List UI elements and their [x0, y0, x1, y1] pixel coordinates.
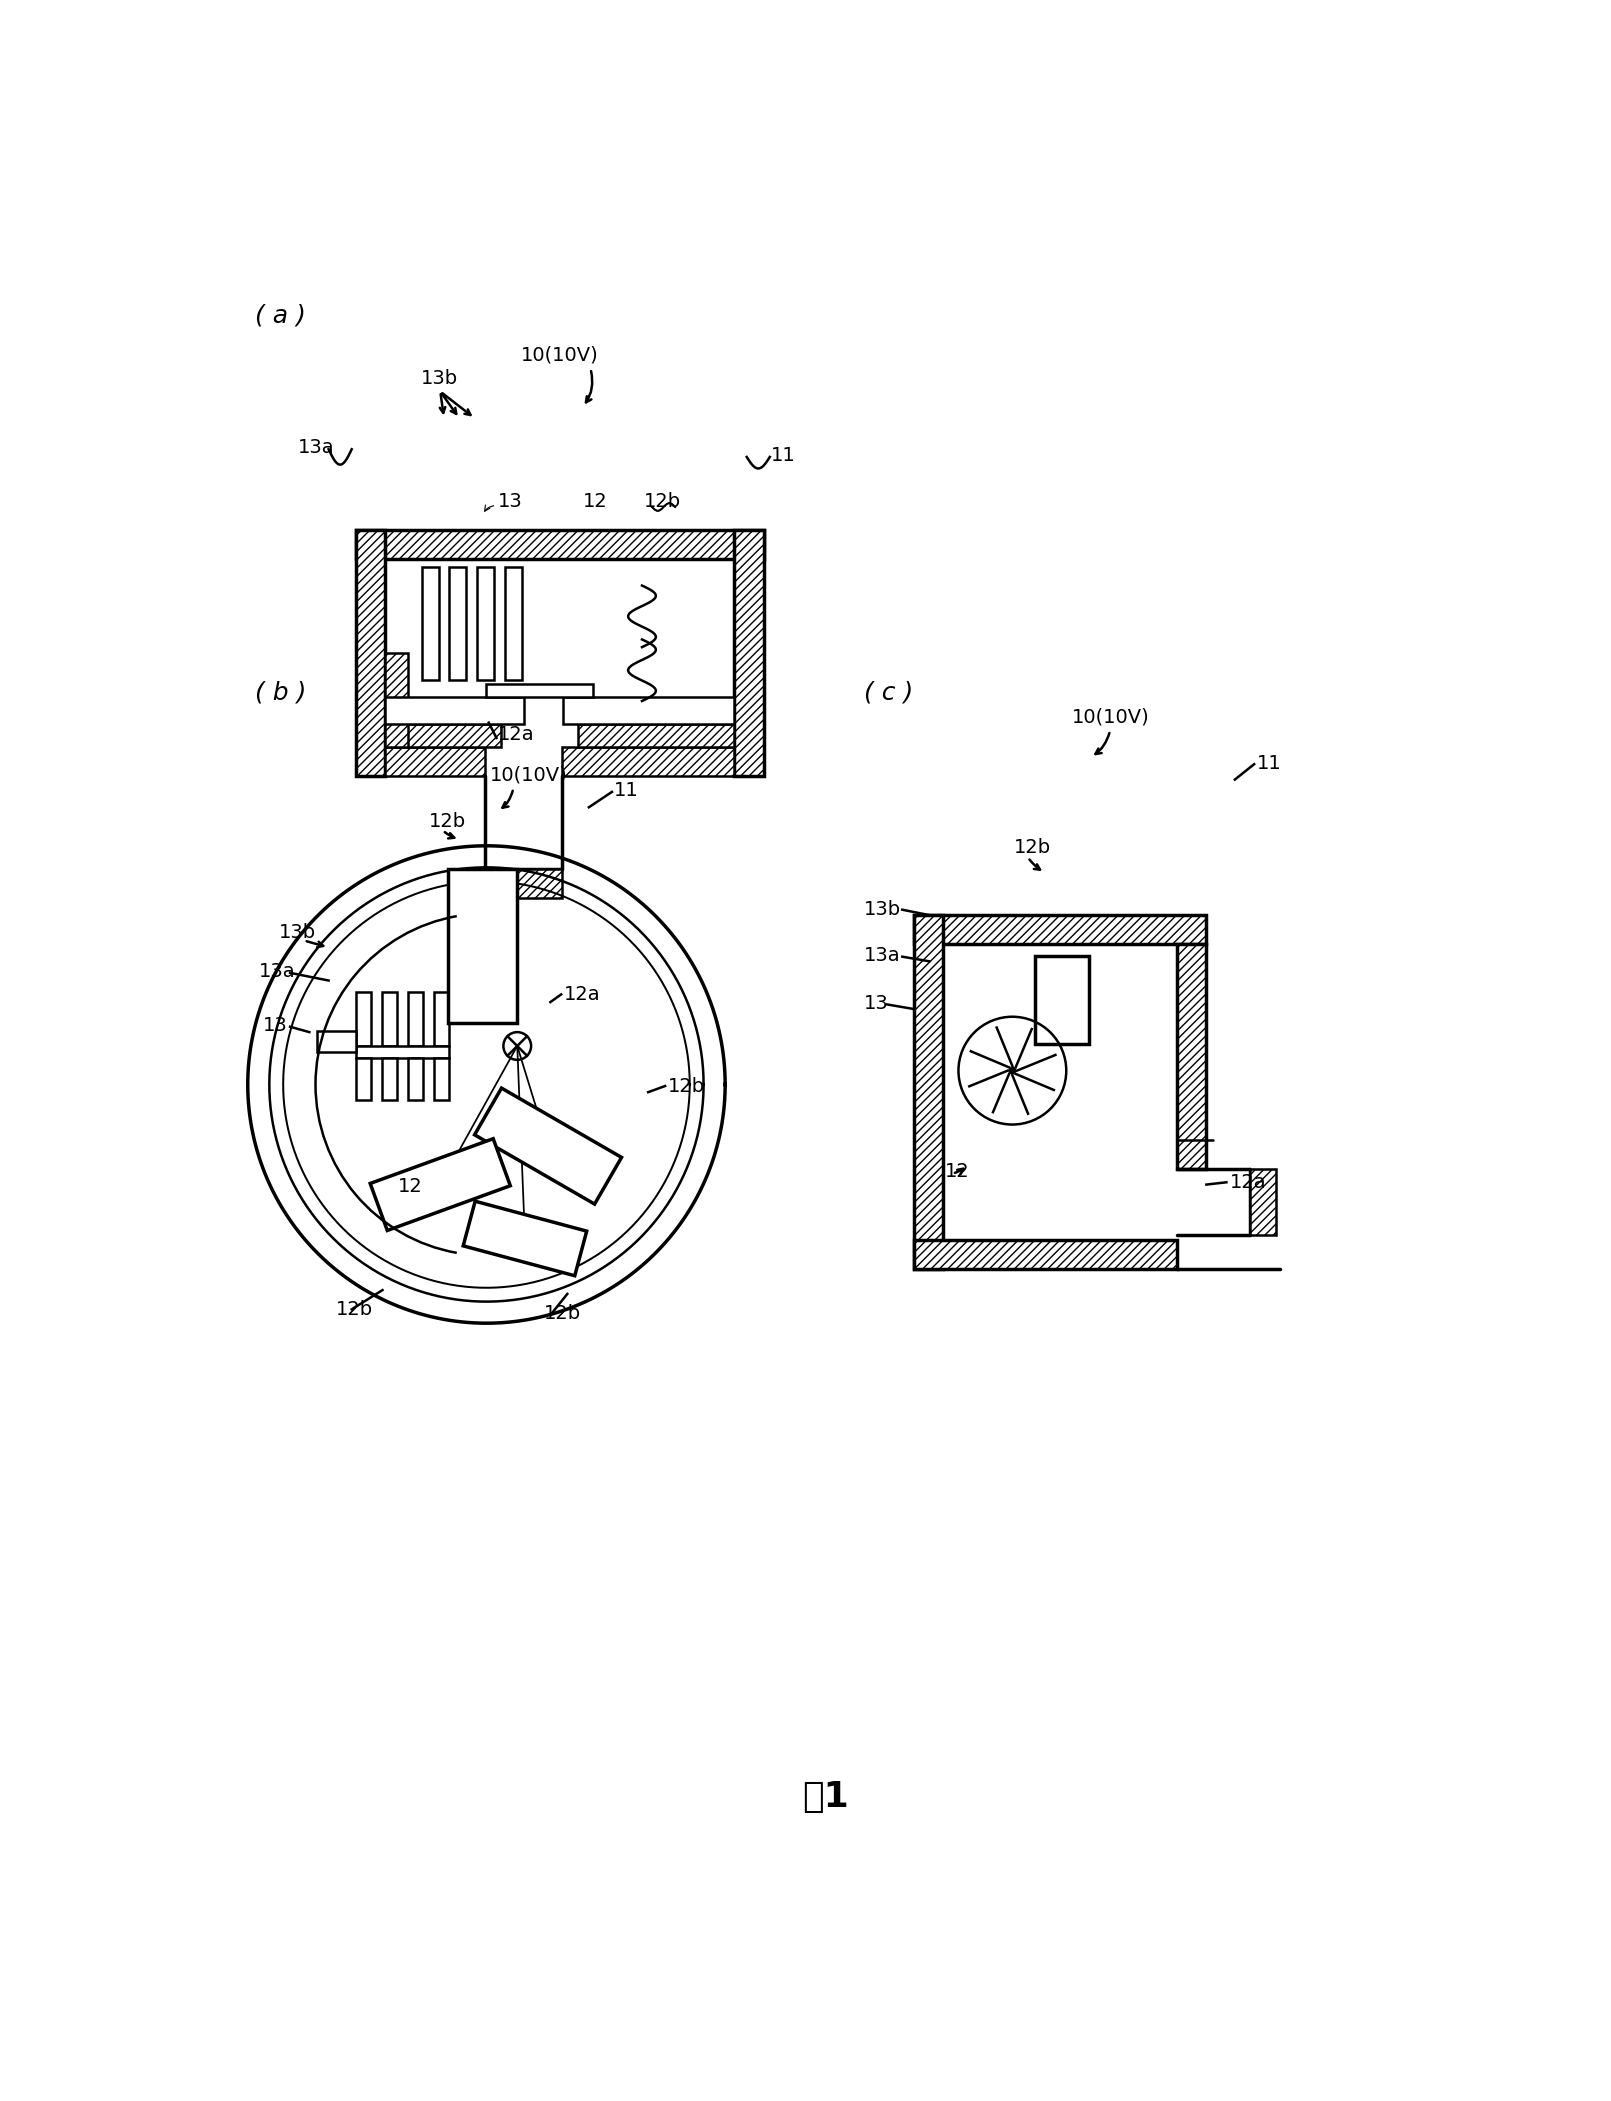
Text: 13b: 13b — [863, 899, 901, 918]
Bar — [913, 916, 1207, 943]
Bar — [385, 698, 524, 725]
Bar — [408, 992, 424, 1046]
Bar — [385, 748, 485, 777]
Text: 12: 12 — [944, 1162, 970, 1181]
Bar — [485, 685, 593, 698]
Bar — [504, 567, 522, 681]
Bar — [433, 1059, 449, 1101]
Text: 12: 12 — [583, 492, 607, 511]
Bar — [448, 870, 517, 1023]
Bar — [408, 1059, 424, 1101]
Bar — [433, 992, 449, 1046]
Bar — [356, 992, 371, 1046]
Bar — [356, 529, 385, 777]
Text: 13a: 13a — [298, 439, 335, 458]
Bar — [356, 529, 764, 559]
Bar — [1178, 943, 1207, 1168]
Bar — [382, 992, 398, 1046]
Bar — [317, 1032, 356, 1053]
Text: 13: 13 — [263, 1015, 288, 1034]
Text: 10(10V): 10(10V) — [520, 347, 599, 366]
Bar — [1036, 956, 1089, 1044]
Text: 12a: 12a — [1229, 1174, 1266, 1193]
Bar — [562, 748, 735, 777]
Text: 11: 11 — [614, 782, 638, 800]
Text: 12b: 12b — [1013, 838, 1050, 857]
Circle shape — [1008, 1067, 1017, 1074]
Bar — [913, 1240, 1178, 1269]
Text: 13a: 13a — [863, 945, 901, 964]
Bar — [385, 653, 408, 748]
Polygon shape — [475, 1088, 622, 1204]
Text: 10(10V): 10(10V) — [1071, 708, 1149, 727]
Bar — [578, 725, 735, 748]
Text: 13: 13 — [863, 994, 889, 1013]
Text: 11: 11 — [772, 445, 796, 464]
Text: 12a: 12a — [564, 985, 599, 1004]
Text: 13a: 13a — [259, 962, 296, 981]
Bar — [422, 567, 438, 681]
Text: 囱1: 囱1 — [802, 1780, 849, 1813]
Text: 12b: 12b — [667, 1078, 704, 1097]
Bar — [485, 870, 562, 897]
Text: 13b: 13b — [279, 922, 316, 941]
Text: ( c ): ( c ) — [863, 681, 913, 704]
Bar — [356, 1059, 371, 1101]
Bar — [735, 529, 764, 777]
Bar — [913, 916, 942, 1269]
Text: 12b: 12b — [337, 1301, 374, 1319]
Bar — [385, 725, 501, 748]
Text: 12b: 12b — [644, 492, 681, 511]
Polygon shape — [464, 1202, 586, 1275]
Text: 12b: 12b — [429, 811, 466, 830]
Text: 13: 13 — [498, 492, 522, 511]
Bar — [1250, 1168, 1276, 1235]
Bar — [382, 1059, 398, 1101]
Text: 12: 12 — [398, 1177, 422, 1195]
Polygon shape — [371, 1139, 511, 1231]
Bar — [477, 567, 495, 681]
Text: 11: 11 — [1257, 754, 1281, 773]
Text: ( a ): ( a ) — [256, 303, 306, 328]
Text: 13b: 13b — [420, 370, 458, 389]
Bar — [356, 1046, 449, 1059]
Text: 10(10V): 10(10V) — [490, 765, 569, 784]
Bar — [562, 698, 735, 725]
Text: 12a: 12a — [498, 725, 535, 744]
Text: 12b: 12b — [545, 1305, 582, 1324]
Text: ( b ): ( b ) — [256, 681, 306, 704]
Bar — [449, 567, 467, 681]
